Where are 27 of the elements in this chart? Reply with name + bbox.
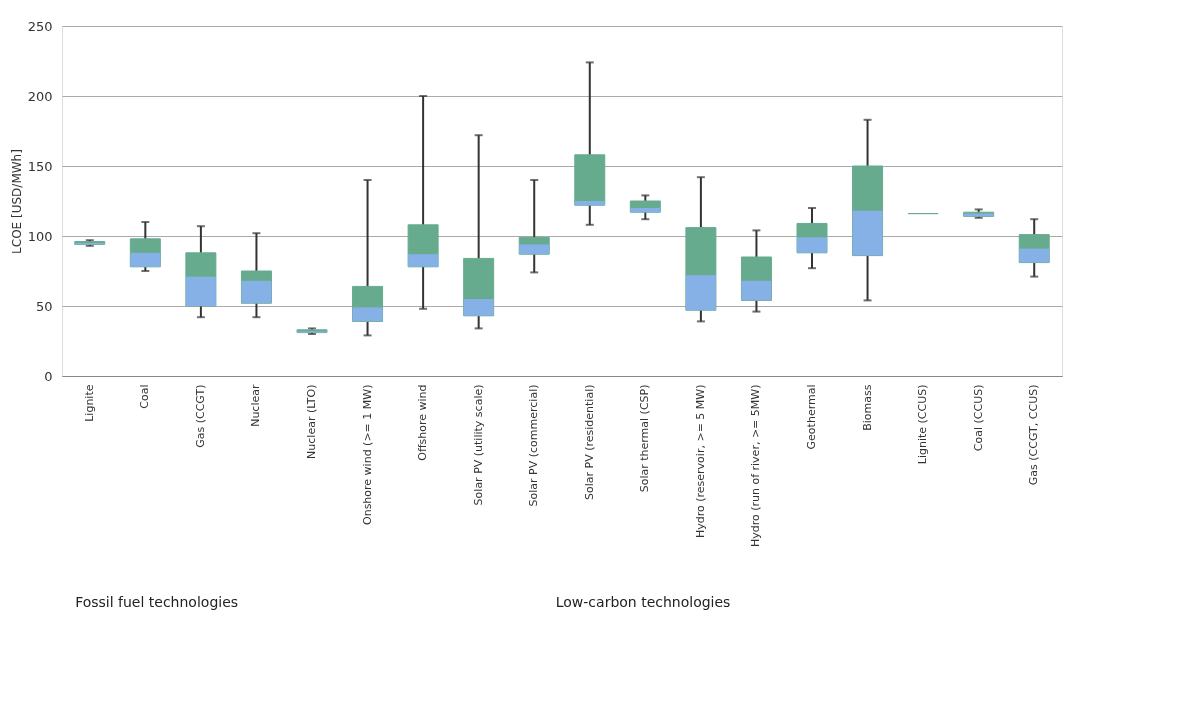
x-tick-label: Coal (CCUS) [971,384,985,452]
x-tick-label: Lignite (CCUS) [916,384,930,465]
y-tick-label: 100 [27,228,53,244]
y-tick-label: 250 [27,18,53,34]
y-tick-label: 150 [27,158,53,174]
x-tick-label: Geothermal [805,384,818,450]
y-tick-label: 50 [35,298,53,314]
x-tick-label: Hydro (run of river, >= 5MW) [749,384,763,548]
x-tick-label: Solar PV (commercial) [527,384,541,507]
x-tick-label: Offshore wind [416,384,430,461]
y-tick-label: 0 [44,368,53,384]
x-tick-label: Solar thermal (CSP) [638,384,652,493]
x-tick-label: Coal [138,384,152,409]
text: Fossil fuel technologies [75,594,239,610]
x-tick-label: Hydro (reservoir, >= 5 MW) [693,384,707,539]
y-axis-title: LCOE [USD/MWh] [9,149,24,254]
x-tick-label: Onshore wind (>= 1 MW) [360,384,374,525]
x-tick-label: Nuclear (LTO) [305,384,318,459]
x-tick-label: Lignite [82,384,96,422]
x-tick-label: Solar PV (residential) [582,384,596,500]
x-tick-label: Gas (CCGT, CCUS) [1027,384,1041,486]
text: Low-carbon technologies [555,594,731,610]
x-tick-label: Nuclear [249,384,263,427]
y-tick-label: 200 [27,88,53,104]
x-tick-label: Gas (CCGT) [193,384,207,448]
x-tick-label: Biomass [860,384,874,431]
x-tick-label: Solar PV (utility scale) [471,384,485,506]
